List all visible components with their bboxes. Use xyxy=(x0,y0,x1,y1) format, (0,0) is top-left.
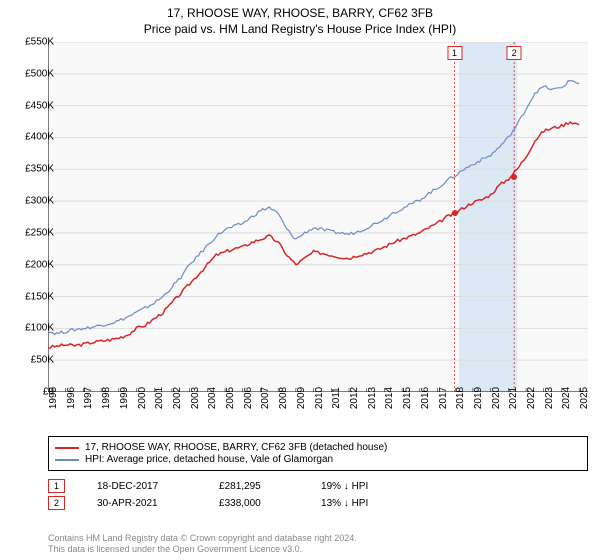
y-tick-label: £50K xyxy=(31,355,54,366)
x-tick-label: 2020 xyxy=(491,387,502,409)
sales-row: 2 30-APR-2021 £338,000 13% ↓ HPI xyxy=(48,496,588,510)
x-tick-label: 2024 xyxy=(561,387,572,409)
x-tick-label: 2000 xyxy=(137,387,148,409)
y-tick-label: £500K xyxy=(25,68,54,79)
y-tick-label: £400K xyxy=(25,132,54,143)
chart-title: 17, RHOOSE WAY, RHOOSE, BARRY, CF62 3FB xyxy=(0,6,600,20)
x-tick-label: 2016 xyxy=(420,387,431,409)
x-tick-label: 2022 xyxy=(526,387,537,409)
footer-line2: This data is licensed under the Open Gov… xyxy=(48,544,357,556)
y-tick-label: £200K xyxy=(25,259,54,270)
x-tick-label: 2017 xyxy=(438,387,449,409)
sale-price: £338,000 xyxy=(219,498,289,509)
sales-table: 1 18-DEC-2017 £281,295 19% ↓ HPI 2 30-APR-202… xyxy=(48,476,588,513)
sale-date: 18-DEC-2017 xyxy=(97,481,187,492)
y-tick-label: £450K xyxy=(25,100,54,111)
chart-subtitle: Price paid vs. HM Land Registry's House … xyxy=(0,22,600,36)
x-tick-label: 2004 xyxy=(207,387,218,409)
legend-row: 17, RHOOSE WAY, RHOOSE, BARRY, CF62 3FB … xyxy=(55,442,581,453)
y-tick-label: £300K xyxy=(25,196,54,207)
x-tick-label: 2012 xyxy=(349,387,360,409)
x-tick-label: 2018 xyxy=(455,387,466,409)
sale-diff: 19% ↓ HPI xyxy=(321,481,368,492)
x-tick-label: 2002 xyxy=(172,387,183,409)
x-tick-label: 1997 xyxy=(83,387,94,409)
legend-swatch xyxy=(55,459,79,461)
x-tick-label: 2013 xyxy=(367,387,378,409)
y-tick-label: £150K xyxy=(25,291,54,302)
footer-line1: Contains HM Land Registry data © Crown c… xyxy=(48,533,357,545)
y-tick-label: £250K xyxy=(25,227,54,238)
x-tick-label: 2015 xyxy=(402,387,413,409)
x-tick-label: 2003 xyxy=(190,387,201,409)
x-tick-label: 2005 xyxy=(225,387,236,409)
x-tick-label: 2010 xyxy=(314,387,325,409)
x-tick-label: 1999 xyxy=(119,387,130,409)
sale-marker xyxy=(511,174,517,180)
legend-label: 17, RHOOSE WAY, RHOOSE, BARRY, CF62 3FB … xyxy=(85,442,387,453)
x-tick-label: 2014 xyxy=(384,387,395,409)
y-tick-label: £100K xyxy=(25,323,54,334)
sale-number-badge: 1 xyxy=(48,479,65,493)
plot-area xyxy=(48,42,588,392)
x-tick-label: 1998 xyxy=(101,387,112,409)
plot-svg xyxy=(48,42,588,392)
x-tick-label: 2025 xyxy=(579,387,590,409)
sale-date: 30-APR-2021 xyxy=(97,498,187,509)
x-tick-label: 2008 xyxy=(278,387,289,409)
x-tick-label: 1996 xyxy=(66,387,77,409)
x-tick-label: 2019 xyxy=(473,387,484,409)
sale-flag: 1 xyxy=(447,46,462,60)
x-tick-label: 2011 xyxy=(331,387,342,409)
x-tick-label: 2006 xyxy=(243,387,254,409)
x-tick-label: 2021 xyxy=(508,387,519,409)
chart-container: 17, RHOOSE WAY, RHOOSE, BARRY, CF62 3FB … xyxy=(0,0,600,560)
legend-label: HPI: Average price, detached house, Vale… xyxy=(85,454,333,465)
x-tick-label: 2001 xyxy=(154,387,165,409)
legend-row: HPI: Average price, detached house, Vale… xyxy=(55,454,581,465)
sale-number-badge: 2 xyxy=(48,496,65,510)
sale-marker xyxy=(452,210,458,216)
x-tick-label: 2007 xyxy=(260,387,271,409)
y-tick-label: £350K xyxy=(25,164,54,175)
sale-price: £281,295 xyxy=(219,481,289,492)
sales-row: 1 18-DEC-2017 £281,295 19% ↓ HPI xyxy=(48,479,588,493)
legend-box: 17, RHOOSE WAY, RHOOSE, BARRY, CF62 3FB … xyxy=(48,436,588,471)
title-block: 17, RHOOSE WAY, RHOOSE, BARRY, CF62 3FB … xyxy=(0,0,600,36)
y-tick-label: £550K xyxy=(25,37,54,48)
x-tick-label: 1995 xyxy=(48,387,59,409)
sale-diff: 13% ↓ HPI xyxy=(321,498,368,509)
sale-flag: 2 xyxy=(507,46,522,60)
x-tick-label: 2023 xyxy=(544,387,555,409)
x-tick-label: 2009 xyxy=(296,387,307,409)
legend-swatch xyxy=(55,447,79,449)
footer-attribution: Contains HM Land Registry data © Crown c… xyxy=(48,533,357,556)
